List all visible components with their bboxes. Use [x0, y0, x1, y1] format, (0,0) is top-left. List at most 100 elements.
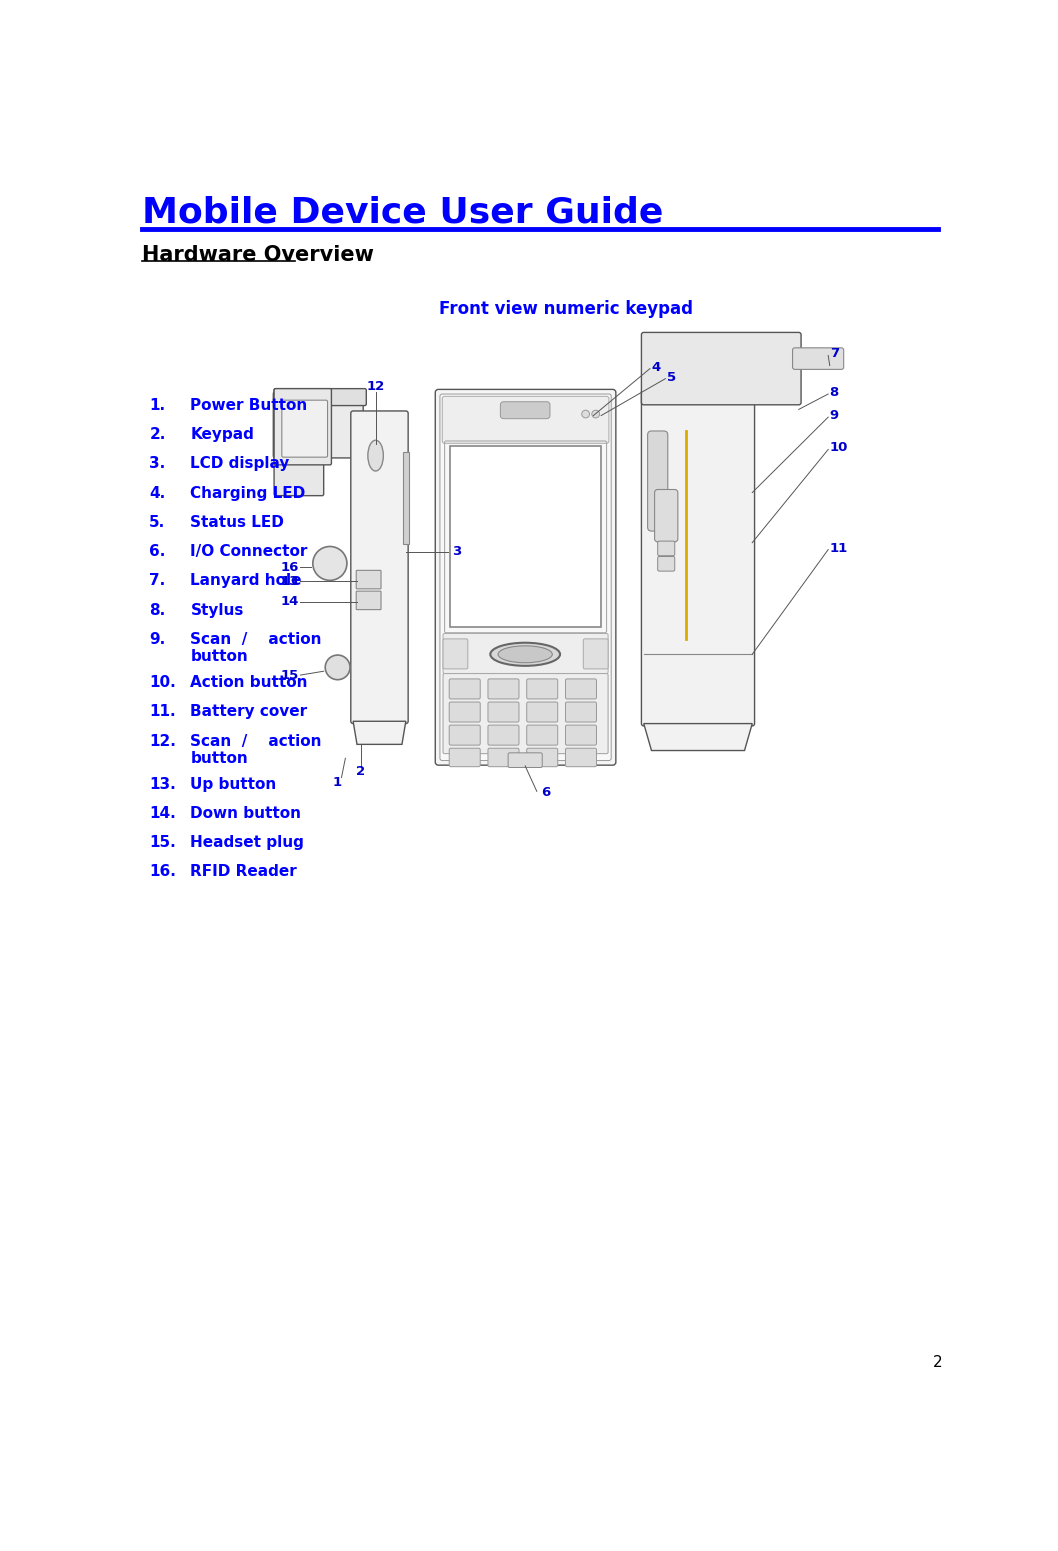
Text: 8.: 8.: [149, 603, 165, 617]
Text: 9.: 9.: [149, 631, 165, 647]
Text: 1.: 1.: [149, 399, 165, 413]
Text: 11.: 11.: [149, 704, 176, 720]
Text: Action button: Action button: [190, 675, 308, 690]
FancyBboxPatch shape: [565, 726, 597, 744]
Text: 6.: 6.: [149, 544, 166, 560]
Circle shape: [582, 409, 589, 417]
FancyBboxPatch shape: [443, 633, 608, 673]
Ellipse shape: [490, 642, 560, 665]
Text: 4: 4: [652, 360, 661, 374]
Text: Mobile Device User Guide: Mobile Device User Guide: [142, 195, 663, 230]
Text: 9: 9: [829, 409, 839, 422]
Text: Stylus: Stylus: [190, 603, 243, 617]
Circle shape: [325, 655, 350, 679]
Text: 1: 1: [333, 777, 342, 789]
FancyBboxPatch shape: [488, 679, 519, 700]
FancyBboxPatch shape: [274, 392, 324, 496]
Text: 14.: 14.: [149, 807, 176, 820]
FancyBboxPatch shape: [443, 673, 608, 754]
Bar: [403, 451, 409, 544]
FancyBboxPatch shape: [440, 394, 612, 760]
Text: Power Button: Power Button: [190, 399, 308, 413]
Text: 2: 2: [357, 765, 365, 777]
Text: 2.: 2.: [149, 427, 166, 442]
Circle shape: [591, 409, 600, 417]
FancyBboxPatch shape: [565, 679, 597, 700]
Text: Lanyard hole: Lanyard hole: [190, 574, 302, 588]
Text: 3: 3: [453, 546, 461, 558]
Text: 12: 12: [366, 380, 385, 392]
FancyBboxPatch shape: [583, 639, 608, 668]
FancyBboxPatch shape: [274, 389, 331, 465]
Text: 8: 8: [829, 386, 839, 399]
Text: Keypad: Keypad: [190, 427, 254, 442]
FancyBboxPatch shape: [565, 703, 597, 723]
Bar: [450, 447, 601, 627]
Ellipse shape: [368, 440, 383, 472]
FancyBboxPatch shape: [274, 389, 366, 405]
Text: 11: 11: [829, 541, 849, 555]
FancyBboxPatch shape: [565, 748, 597, 766]
FancyBboxPatch shape: [508, 752, 543, 768]
FancyBboxPatch shape: [641, 332, 801, 405]
Text: Scan  /    action
button: Scan / action button: [190, 631, 322, 664]
Text: 14: 14: [280, 596, 298, 608]
Text: RFID Reader: RFID Reader: [190, 864, 297, 879]
Text: Front view numeric keypad: Front view numeric keypad: [439, 299, 693, 318]
Text: 3.: 3.: [149, 456, 165, 472]
FancyBboxPatch shape: [527, 726, 558, 744]
Text: Down button: Down button: [190, 807, 302, 820]
Text: 6: 6: [541, 786, 550, 799]
Text: I/O Connector: I/O Connector: [190, 544, 308, 560]
Text: 15.: 15.: [149, 836, 176, 850]
Circle shape: [313, 546, 347, 580]
FancyBboxPatch shape: [488, 748, 519, 766]
FancyBboxPatch shape: [351, 411, 408, 724]
Text: 7: 7: [829, 347, 839, 360]
Text: 10: 10: [829, 442, 849, 454]
Text: 5: 5: [667, 371, 676, 383]
FancyBboxPatch shape: [500, 402, 550, 419]
Text: Status LED: Status LED: [190, 515, 285, 530]
Text: Hardware Overview: Hardware Overview: [142, 245, 373, 265]
Text: 2: 2: [932, 1356, 942, 1371]
FancyBboxPatch shape: [641, 391, 754, 726]
FancyBboxPatch shape: [527, 748, 558, 766]
FancyBboxPatch shape: [527, 679, 558, 700]
FancyBboxPatch shape: [281, 400, 328, 458]
FancyBboxPatch shape: [442, 397, 608, 444]
FancyBboxPatch shape: [450, 726, 480, 744]
Text: Charging LED: Charging LED: [190, 485, 306, 501]
FancyBboxPatch shape: [435, 389, 616, 765]
Text: 13: 13: [280, 574, 298, 588]
Text: LCD display: LCD display: [190, 456, 290, 472]
Text: 10.: 10.: [149, 675, 176, 690]
Text: Headset plug: Headset plug: [190, 836, 305, 850]
FancyBboxPatch shape: [658, 557, 675, 571]
FancyBboxPatch shape: [488, 726, 519, 744]
FancyBboxPatch shape: [450, 679, 480, 700]
Text: 15: 15: [280, 668, 298, 681]
FancyBboxPatch shape: [357, 571, 381, 589]
FancyBboxPatch shape: [647, 431, 668, 530]
FancyBboxPatch shape: [655, 490, 678, 541]
FancyBboxPatch shape: [450, 703, 480, 723]
Ellipse shape: [498, 645, 552, 662]
FancyBboxPatch shape: [273, 392, 363, 458]
FancyBboxPatch shape: [450, 748, 480, 766]
Text: 16.: 16.: [149, 864, 177, 879]
Text: 12.: 12.: [149, 734, 177, 749]
Text: 5.: 5.: [149, 515, 165, 530]
FancyBboxPatch shape: [527, 703, 558, 723]
Text: Scan  /    action
button: Scan / action button: [190, 734, 322, 766]
Text: 16: 16: [280, 561, 298, 574]
Text: Battery cover: Battery cover: [190, 704, 308, 720]
Text: 13.: 13.: [149, 777, 176, 791]
Polygon shape: [353, 721, 406, 744]
FancyBboxPatch shape: [488, 703, 519, 723]
Text: 4.: 4.: [149, 485, 165, 501]
Text: Up button: Up button: [190, 777, 276, 791]
FancyBboxPatch shape: [792, 347, 843, 369]
Text: 7.: 7.: [149, 574, 165, 588]
FancyBboxPatch shape: [357, 591, 381, 610]
